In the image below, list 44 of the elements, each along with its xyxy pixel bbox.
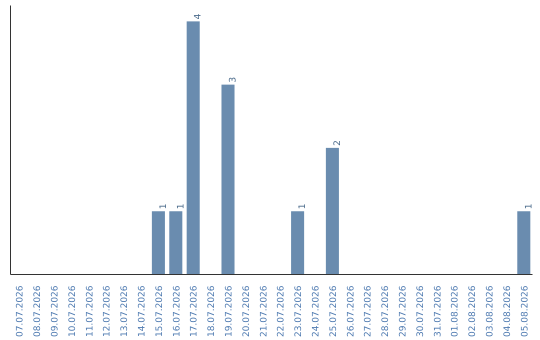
- x-tick-label: 13.07.2026: [120, 285, 130, 338]
- x-tick-label: 14.07.2026: [138, 285, 148, 338]
- x-tick-label: 24.07.2026: [312, 285, 322, 338]
- x-tick-label: 11.07.2026: [85, 285, 96, 338]
- bar: [326, 148, 339, 274]
- x-tick-label: 23.07.2026: [294, 285, 304, 338]
- data-label: 1: [176, 203, 186, 210]
- x-tick-label: 30.07.2026: [416, 285, 426, 338]
- x-tick-label: 15.07.2026: [154, 285, 165, 338]
- x-tick-label: 29.07.2026: [398, 285, 408, 338]
- x-tick-label: 04.08.2026: [502, 285, 513, 338]
- data-label: 1: [158, 203, 169, 210]
- data-label: 2: [332, 140, 343, 146]
- x-tick-label: 02.08.2026: [468, 285, 478, 338]
- x-tick-label: 08.07.2026: [33, 285, 44, 338]
- bar: [186, 21, 200, 274]
- bar: [152, 211, 165, 274]
- data-label: 3: [228, 76, 238, 83]
- x-tick-label: 03.08.2026: [486, 285, 496, 338]
- x-tick-label: 21.07.2026: [259, 285, 270, 338]
- bar: [221, 84, 235, 274]
- x-tick-label: 10.07.2026: [68, 285, 78, 338]
- x-tick-label: 28.07.2026: [381, 285, 392, 338]
- data-label: 1: [524, 203, 534, 210]
- x-tick-label: 09.07.2026: [50, 285, 60, 338]
- x-tick-label: 26.07.2026: [346, 285, 356, 338]
- x-tick-label: 31.07.2026: [433, 285, 444, 338]
- x-tick-label: 20.07.2026: [242, 285, 252, 338]
- x-tick-label: 12.07.2026: [102, 285, 113, 338]
- data-label: 4: [194, 13, 204, 20]
- x-tick-label: 25.07.2026: [328, 285, 339, 338]
- x-tick-label: 22.07.2026: [276, 285, 287, 338]
- x-tick-label: 18.07.2026: [207, 285, 218, 338]
- x-tick-label: 07.07.2026: [16, 285, 26, 338]
- x-tick-label: 19.07.2026: [224, 285, 234, 338]
- x-tick-label: 01.08.2026: [450, 285, 461, 338]
- x-tick-label: 17.07.2026: [190, 285, 200, 338]
- bar: [517, 211, 530, 274]
- x-tick-label: 05.08.2026: [520, 285, 530, 338]
- bar: [169, 211, 182, 274]
- x-tick-label: 27.07.2026: [364, 285, 374, 338]
- data-label: 1: [298, 203, 308, 210]
- x-tick-label: 16.07.2026: [172, 285, 182, 338]
- bar: [291, 211, 304, 274]
